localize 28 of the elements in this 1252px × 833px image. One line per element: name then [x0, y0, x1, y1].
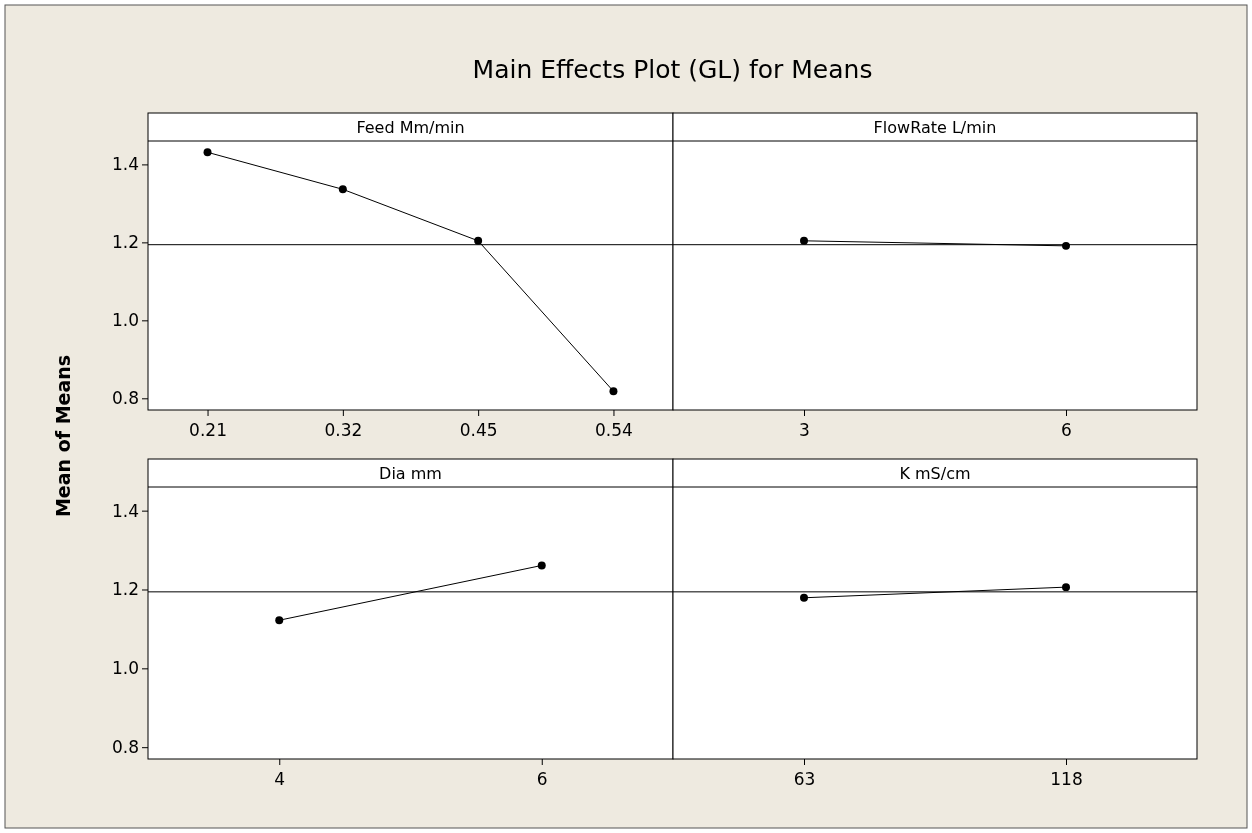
- x-tick-label: 0.21: [189, 420, 227, 440]
- x-tick-label: 0.45: [459, 420, 498, 440]
- point: [609, 387, 618, 396]
- y-tick-label: 0.8: [111, 737, 139, 758]
- x-tick-label: 118: [1050, 769, 1083, 789]
- y-tick-label: 0.8: [111, 388, 139, 409]
- x-tick-label: 6: [1061, 420, 1072, 440]
- y-tick-label: 1.2: [111, 232, 139, 253]
- chart-title: Main Effects Plot (GL) for Means: [472, 55, 873, 84]
- y-tick-label: 1.0: [111, 658, 139, 679]
- y-tick-label: 1.4: [111, 154, 139, 175]
- x-tick-label: 0.32: [324, 420, 363, 440]
- point: [203, 148, 212, 157]
- y-axis-title: Mean of Means: [52, 354, 74, 518]
- point: [338, 185, 347, 194]
- y-tick-label: 1.2: [111, 579, 139, 600]
- y-tick-label: 1.4: [111, 500, 139, 521]
- x-tick-label: 4: [274, 769, 286, 789]
- x-tick-label: 3: [799, 420, 810, 440]
- chart-subtitle: Feed Mm/min: [356, 118, 465, 137]
- chart-subtitle: Dia mm: [379, 464, 442, 483]
- chart-subtitle: FlowRate L/min: [873, 118, 997, 137]
- x-tick-label: 0.54: [595, 420, 633, 440]
- point: [474, 236, 483, 245]
- x-tick-label: 63: [793, 769, 816, 789]
- x-tick-label: 6: [536, 769, 548, 789]
- y-tick-label: 1.0: [111, 310, 139, 331]
- chart-subtitle: K mS/cm: [899, 464, 971, 483]
